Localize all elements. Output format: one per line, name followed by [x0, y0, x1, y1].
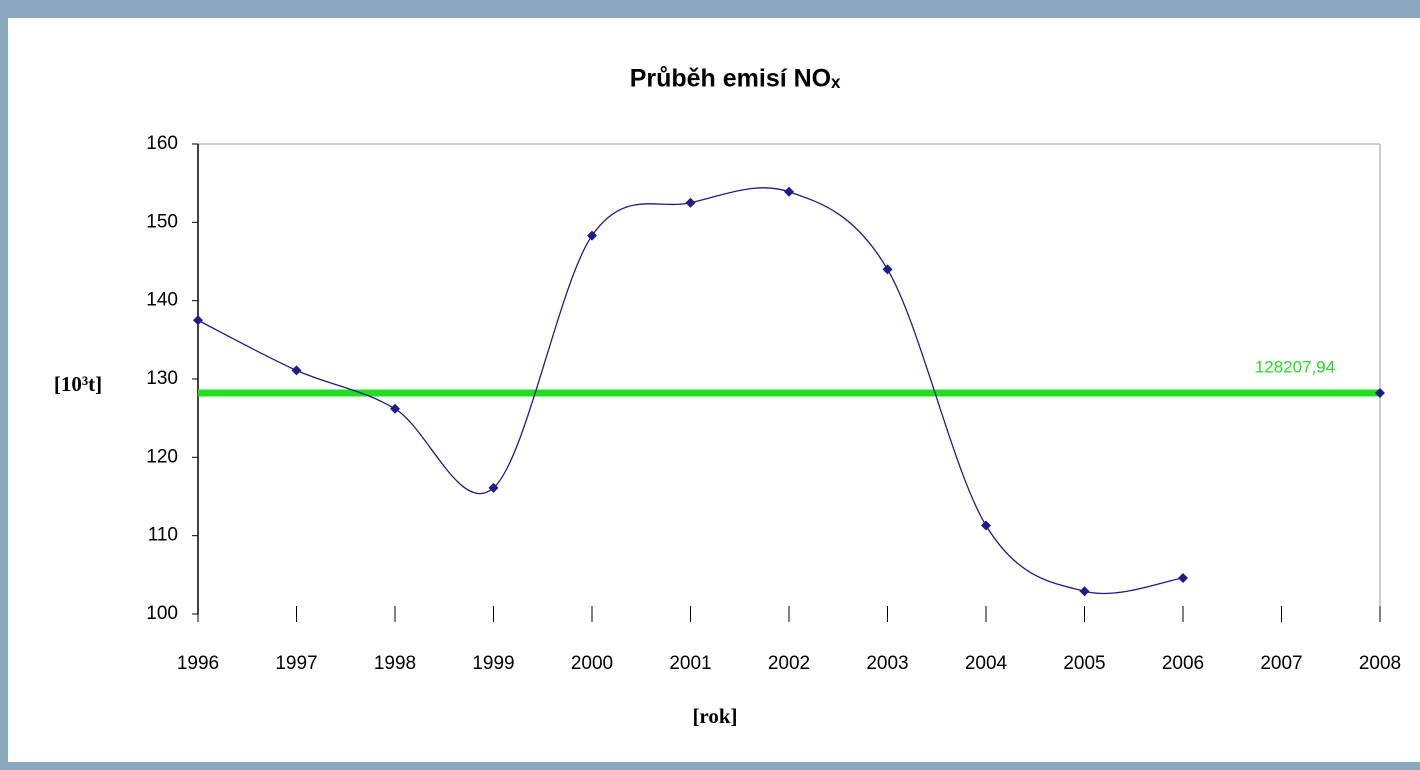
x-tick-label: 1999 [472, 653, 514, 674]
y-tick-label: 130 [146, 368, 178, 389]
point-marker [882, 264, 893, 275]
x-tick-label: 2000 [571, 653, 613, 674]
reference-label: 128207,94 [1255, 358, 1335, 377]
x-tick-label: 2008 [1359, 653, 1401, 674]
chart-title: Průběh emisí NOₓ [630, 65, 841, 93]
x-tick-label: 1996 [177, 653, 219, 674]
point-marker [1079, 586, 1090, 597]
y-tick-label: 160 [146, 133, 178, 154]
reference-marker [1375, 388, 1385, 399]
point-marker [981, 520, 991, 531]
x-tick-label: 1997 [275, 653, 317, 674]
point-marker [685, 197, 696, 208]
x-tick-label: 2003 [866, 653, 908, 674]
x-axis-label: [rok] [692, 704, 737, 728]
x-tick-label: 2005 [1063, 653, 1105, 674]
y-tick-label: 150 [146, 211, 178, 232]
point-marker [291, 365, 302, 376]
point-marker [1178, 572, 1188, 583]
y-tick-label: 140 [146, 290, 178, 311]
point-marker [390, 403, 400, 414]
point-marker [193, 315, 203, 326]
x-tick-label: 2002 [768, 653, 810, 674]
x-tick-label: 2007 [1260, 653, 1302, 674]
x-tick-label: 1998 [374, 653, 416, 674]
x-tick-label: 2001 [669, 653, 711, 674]
point-marker [587, 230, 597, 241]
x-tick-label: 2004 [965, 653, 1008, 674]
point-marker [488, 482, 499, 493]
point-marker [784, 186, 794, 197]
y-tick-label: 100 [146, 603, 178, 624]
y-axis-label: [10³t] [54, 372, 102, 396]
y-tick-label: 120 [146, 446, 178, 467]
y-tick-label: 110 [148, 525, 178, 546]
x-tick-label: 2006 [1162, 653, 1204, 674]
